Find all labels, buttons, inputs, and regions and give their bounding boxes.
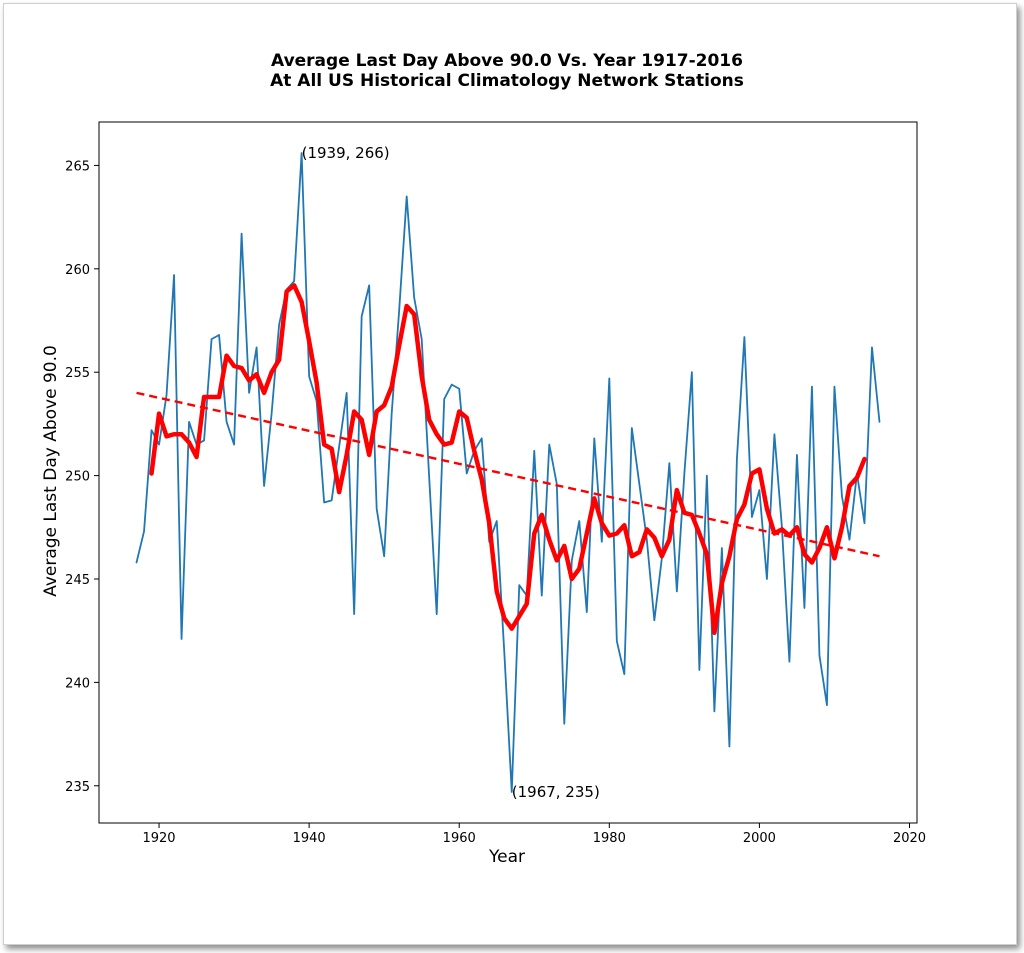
x-tick-label: 1920 [142,831,175,846]
y-tick-label: 250 [65,470,90,485]
y-tick-label: 235 [65,780,90,795]
x-tick-label: 1940 [293,831,326,846]
x-tick-label: 2000 [743,831,776,846]
x-tick-label: 2020 [893,831,926,846]
x-tick-label: 1980 [593,831,626,846]
y-tick-label: 245 [65,573,90,588]
y-tick-label: 240 [65,676,90,691]
chart-title-line2: At All US Historical Climatology Network… [270,71,744,91]
y-axis-label: Average Last Day Above 90.0 [41,345,61,597]
series-line-raw [135,152,881,793]
series-line-trend [136,391,880,558]
chart-title-line1: Average Last Day Above 90.0 Vs. Year 191… [271,51,743,71]
y-tick-label: 260 [65,263,90,278]
annotation-label: (1967, 235) [512,783,600,801]
series-line-moving-average [149,283,867,636]
x-axis-label: Year [488,847,525,867]
plot-frame [98,121,918,824]
annotation-label: (1939, 266) [302,144,390,162]
y-tick-label: 255 [65,366,90,381]
plot-area: 1920 1940 1960 1980 2000 2020 235 240 245 250 255 2… [65,121,926,846]
x-tick-label: 1960 [443,831,476,846]
y-tick-label: 265 [65,159,90,174]
